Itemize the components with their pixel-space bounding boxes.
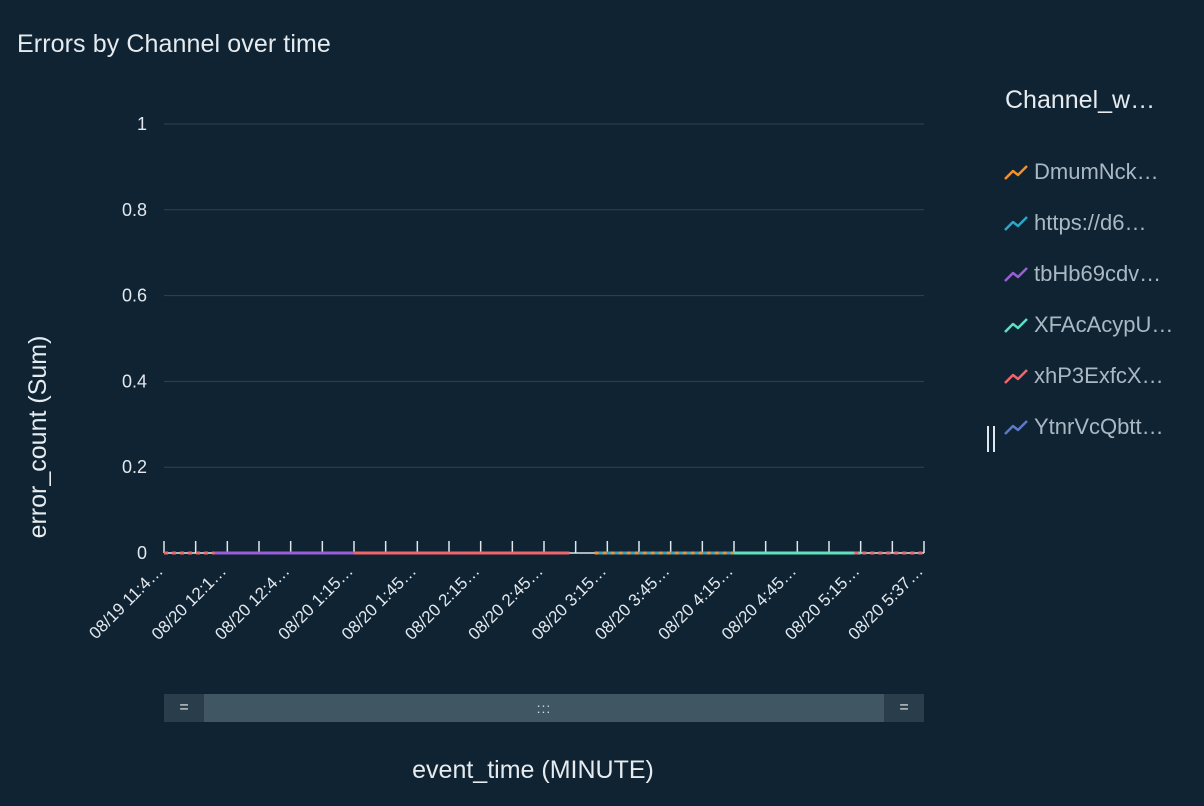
legend-item[interactable]: YtnrVcQbtt… (1004, 414, 1164, 440)
legend-resize-handle[interactable] (985, 426, 999, 452)
line-series-icon (1004, 216, 1028, 231)
line-series-icon (1004, 165, 1028, 180)
y-tick-label: 0.4 (122, 371, 147, 391)
legend-label: xhP3ExfcX… (1034, 363, 1164, 388)
legend-label: https://d6… (1034, 210, 1147, 235)
gridlines (164, 123, 924, 468)
legend-item[interactable]: tbHb69cdv… (1004, 261, 1161, 287)
scrollbar-right-handle[interactable]: = (899, 699, 909, 716)
y-tick-label: 0.6 (122, 286, 147, 306)
legend-label: tbHb69cdv… (1034, 261, 1162, 286)
y-tick-label: 0 (137, 543, 147, 563)
legend-label: XFAcAcypU… (1034, 312, 1174, 337)
legend-title: Channel_w… (1005, 86, 1156, 114)
legend-label: YtnrVcQbtt… (1034, 414, 1164, 439)
y-axis-title: error_count (Sum) (24, 336, 52, 539)
line-series-icon (1004, 369, 1028, 384)
y-axis-ticks: 0 0.2 0.4 0.6 0.8 1 (122, 114, 147, 563)
legend-label: DmumNck… (1034, 159, 1159, 184)
chart-title: Errors by Channel over time (17, 30, 331, 58)
line-series-icon (1004, 420, 1028, 435)
line-series-icon (1004, 267, 1028, 282)
line-series-icon (1004, 318, 1028, 333)
x-axis-scrollbar[interactable]: = ::: = (164, 694, 924, 722)
x-axis (163, 541, 925, 554)
y-tick-label: 0.2 (122, 457, 147, 477)
legend-item[interactable]: https://d6… (1004, 210, 1147, 236)
y-tick-label: 0.8 (122, 200, 147, 220)
legend-item[interactable]: xhP3ExfcX… (1004, 363, 1164, 389)
legend-item[interactable]: DmumNck… (1004, 159, 1159, 185)
x-axis-tick-labels: 08/19 11:4…08/20 12:1…08/20 12:4…08/20 1… (85, 561, 926, 643)
y-tick-label: 1 (137, 114, 147, 134)
scrollbar-thumb[interactable]: ::: (204, 694, 884, 722)
x-axis-title: event_time (MINUTE) (412, 756, 654, 784)
legend-item[interactable]: XFAcAcypU… (1004, 312, 1173, 338)
scrollbar-left-handle[interactable]: = (179, 699, 189, 716)
